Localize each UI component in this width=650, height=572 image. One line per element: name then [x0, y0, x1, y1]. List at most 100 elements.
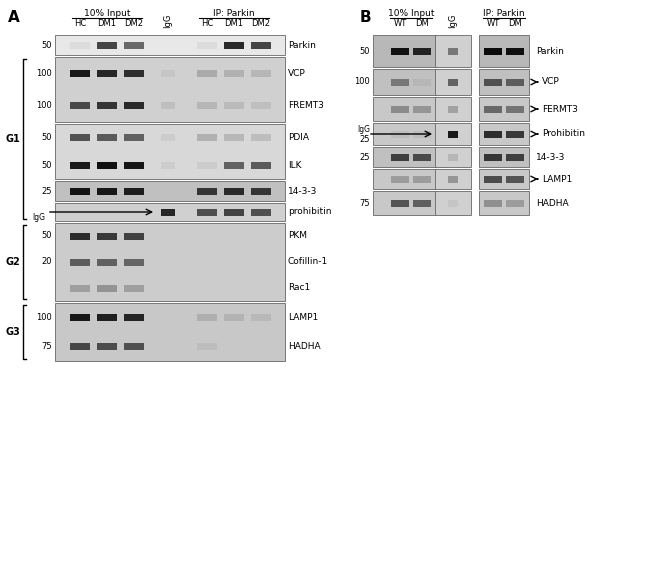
Bar: [251, 188, 271, 194]
Bar: [479, 97, 529, 121]
Text: IgG: IgG: [357, 125, 370, 134]
Bar: [55, 57, 285, 122]
Text: WT: WT: [393, 19, 407, 28]
Text: 50: 50: [42, 133, 52, 142]
Bar: [161, 134, 175, 141]
Bar: [197, 343, 217, 350]
Text: WT: WT: [486, 19, 500, 28]
Bar: [97, 188, 117, 194]
Bar: [251, 42, 271, 49]
Bar: [448, 153, 458, 161]
Bar: [197, 209, 217, 216]
Bar: [55, 203, 285, 221]
Text: HC: HC: [74, 19, 86, 28]
Text: VCP: VCP: [288, 69, 305, 78]
Bar: [484, 105, 502, 113]
Bar: [484, 153, 502, 161]
Bar: [413, 78, 431, 85]
Bar: [506, 78, 524, 85]
Bar: [197, 188, 217, 194]
Bar: [413, 130, 431, 137]
Bar: [251, 134, 271, 141]
Bar: [391, 130, 409, 137]
Bar: [435, 35, 471, 67]
Bar: [479, 69, 529, 95]
Text: 50: 50: [42, 41, 52, 50]
Bar: [70, 134, 90, 141]
Bar: [55, 181, 285, 201]
Text: 75: 75: [359, 198, 370, 208]
Bar: [70, 232, 90, 240]
Bar: [484, 200, 502, 206]
Text: DM: DM: [508, 19, 522, 28]
Bar: [197, 70, 217, 77]
Bar: [484, 130, 502, 137]
Text: 100: 100: [36, 69, 52, 78]
Text: A: A: [8, 10, 20, 25]
Bar: [70, 102, 90, 109]
Bar: [224, 70, 244, 77]
Text: LAMP1: LAMP1: [542, 174, 572, 184]
Bar: [55, 35, 285, 55]
Bar: [435, 69, 471, 95]
Text: HC: HC: [201, 19, 213, 28]
Bar: [479, 123, 529, 145]
Bar: [373, 169, 436, 189]
Bar: [506, 130, 524, 137]
Bar: [97, 102, 117, 109]
Bar: [251, 314, 271, 321]
Bar: [124, 259, 144, 265]
Bar: [124, 232, 144, 240]
Bar: [448, 78, 458, 85]
Bar: [55, 223, 285, 301]
Bar: [391, 47, 409, 54]
Text: 100: 100: [354, 77, 370, 86]
Text: FREMT3: FREMT3: [288, 101, 324, 110]
Bar: [70, 284, 90, 292]
Bar: [224, 162, 244, 169]
Text: 25: 25: [359, 134, 370, 144]
Text: 20: 20: [42, 257, 52, 267]
Bar: [479, 191, 529, 215]
Text: HADHA: HADHA: [536, 198, 569, 208]
Bar: [435, 147, 471, 167]
Bar: [197, 42, 217, 49]
Text: Parkin: Parkin: [536, 46, 564, 55]
Bar: [448, 200, 458, 206]
Text: DM1: DM1: [98, 19, 116, 28]
Bar: [448, 105, 458, 113]
Text: 50: 50: [359, 46, 370, 55]
Text: 10% Input: 10% Input: [388, 9, 434, 18]
Bar: [224, 188, 244, 194]
Bar: [97, 259, 117, 265]
Bar: [448, 47, 458, 54]
Text: LAMP1: LAMP1: [288, 313, 318, 322]
Bar: [124, 188, 144, 194]
Bar: [413, 47, 431, 54]
Bar: [124, 284, 144, 292]
Bar: [55, 303, 285, 361]
Bar: [97, 162, 117, 169]
Bar: [479, 35, 529, 67]
Bar: [97, 42, 117, 49]
Text: G2: G2: [5, 257, 20, 267]
Text: ILK: ILK: [288, 161, 302, 170]
Bar: [224, 42, 244, 49]
Text: FERMT3: FERMT3: [542, 105, 578, 113]
Text: 100: 100: [36, 313, 52, 322]
Bar: [161, 70, 175, 77]
Bar: [484, 176, 502, 182]
Text: DM1: DM1: [224, 19, 244, 28]
Bar: [124, 102, 144, 109]
Bar: [391, 153, 409, 161]
Bar: [506, 105, 524, 113]
Bar: [197, 162, 217, 169]
Text: G1: G1: [5, 134, 20, 144]
Bar: [161, 162, 175, 169]
Bar: [435, 169, 471, 189]
Bar: [506, 200, 524, 206]
Bar: [373, 123, 436, 145]
Bar: [413, 176, 431, 182]
Text: Rac1: Rac1: [288, 284, 310, 292]
Bar: [484, 47, 502, 54]
